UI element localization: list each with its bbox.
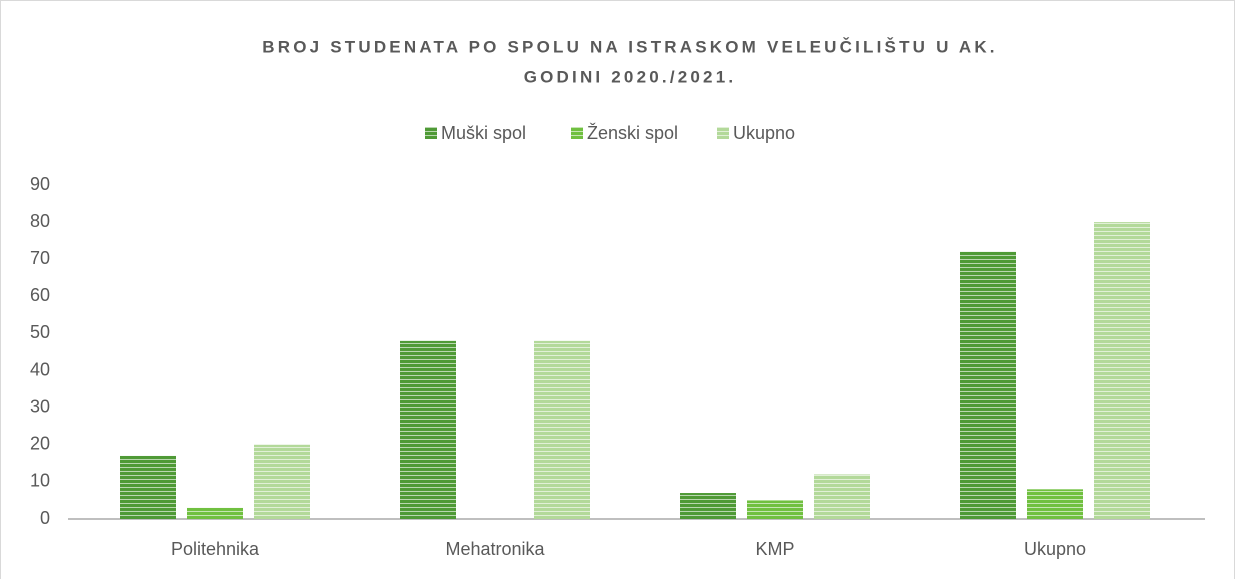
bar	[960, 251, 1016, 520]
y-tick-label: 80	[30, 211, 50, 231]
chart-title: GODINI 2020./2021.	[524, 67, 737, 86]
x-tick-label: Mehatronika	[445, 539, 545, 559]
y-tick-label: 70	[30, 248, 50, 268]
bar	[814, 474, 870, 519]
legend-label: Ukupno	[733, 123, 795, 143]
bar	[534, 340, 590, 519]
bar	[400, 340, 456, 519]
chart-title: BROJ STUDENATA PO SPOLU NA ISTRASKOM VEL…	[262, 37, 997, 56]
bar	[254, 444, 310, 519]
y-tick-label: 90	[30, 174, 50, 194]
legend-label: Muški spol	[441, 123, 526, 143]
y-tick-label: 20	[30, 434, 50, 454]
bar	[680, 493, 736, 519]
bar	[120, 455, 176, 519]
bar	[747, 500, 803, 519]
bar	[187, 507, 243, 519]
y-tick-label: 60	[30, 285, 50, 305]
y-tick-label: 10	[30, 471, 50, 491]
legend-swatch	[425, 127, 437, 139]
legend-swatch	[571, 127, 583, 139]
legend-label: Ženski spol	[587, 123, 678, 143]
y-tick-label: 40	[30, 359, 50, 379]
x-tick-label: Ukupno	[1024, 539, 1086, 559]
legend-swatch	[717, 127, 729, 139]
y-tick-label: 50	[30, 322, 50, 342]
x-tick-label: Politehnika	[171, 539, 260, 559]
y-tick-label: 0	[40, 508, 50, 528]
x-tick-label: KMP	[755, 539, 794, 559]
y-tick-label: 30	[30, 396, 50, 416]
bar	[1094, 222, 1150, 519]
bar	[1027, 489, 1083, 519]
